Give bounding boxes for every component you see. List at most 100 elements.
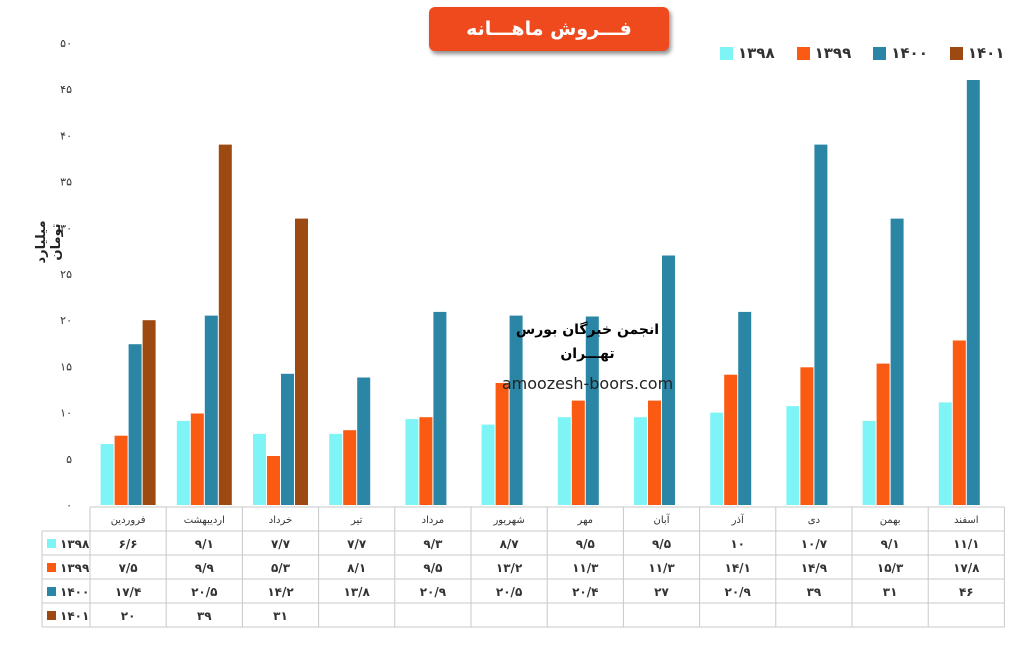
table-cell-value: ۱۷/۸ <box>953 561 980 575</box>
legend-label-1400: ۱۴۰۰ <box>891 44 928 62</box>
data-table: فروردین اردیبهشت خرداد تیر مرداد شهریور مهر آبا… <box>41 506 1005 628</box>
table-cell-value: ۷/۵ <box>119 561 138 575</box>
table-cell-value: ۹/۳ <box>423 537 443 551</box>
bar-۱۳۹۸ <box>329 433 343 505</box>
y-tick-label: ۳۵ <box>60 176 72 189</box>
bar-۱۴۰۰ <box>585 316 599 505</box>
table-series-name: ۱۳۹۸ <box>60 537 90 551</box>
bar-۱۳۹۸ <box>253 433 266 505</box>
table-legend-key <box>47 539 56 548</box>
table-cell-value: ۳۱ <box>273 609 288 623</box>
legend-item-1399: ۱۳۹۹ <box>796 44 852 62</box>
bar-۱۳۹۹ <box>343 430 357 505</box>
y-tick-label: ۵۰ <box>60 37 72 50</box>
table-cell-value: ۱۱/۳ <box>648 561 675 575</box>
watermark-url: amoozesh-boors.com <box>501 374 674 393</box>
table-cell-value: ۱۴/۱ <box>725 561 751 575</box>
legend-item-1400: ۱۴۰۰ <box>873 44 928 62</box>
bar-۱۴۰۰ <box>281 373 294 505</box>
table-cell-value: ۵/۳ <box>271 561 291 575</box>
table-cell-value: ۷/۷ <box>271 537 291 551</box>
table-legend-key <box>47 611 56 620</box>
table-cell-value: ۹/۵ <box>652 537 671 551</box>
bar-۱۳۹۹ <box>419 417 433 505</box>
bar-۱۳۹۹ <box>267 456 280 505</box>
bar-۱۴۰۰ <box>357 377 371 505</box>
bar-۱۳۹۹ <box>800 367 814 505</box>
table-series-name: ۱۴۰۱ <box>60 609 89 623</box>
bars-group <box>100 80 980 505</box>
bar-۱۴۰۰ <box>738 311 752 505</box>
bar-۱۴۰۰ <box>509 315 523 505</box>
bar-۱۳۹۸ <box>786 406 800 505</box>
legend: ۱۳۹۸ ۱۳۹۹ ۱۴۰۰ ۱۴۰۱ <box>720 44 1005 62</box>
table-cell-value: ۱۰/۷ <box>801 537 828 551</box>
bar-۱۳۹۹ <box>876 363 890 505</box>
x-tick-label: تیر <box>350 515 363 526</box>
bar-۱۳۹۸ <box>710 412 724 505</box>
table-cell-value: ۱۴/۲ <box>267 585 294 599</box>
bar-۱۴۰۱ <box>142 320 156 505</box>
bar-۱۳۹۹ <box>952 340 966 505</box>
legend-label-1399: ۱۳۹۹ <box>814 44 852 62</box>
table-cell-value: ۱۱/۳ <box>572 561 599 575</box>
table-cell-value: ۶/۶ <box>119 537 138 551</box>
x-tick-label: اسفند <box>954 515 978 526</box>
bar-۱۴۰۰ <box>662 255 675 505</box>
table-series-name: ۱۴۰۰ <box>60 585 89 599</box>
x-tick-label: مهر <box>577 515 593 526</box>
bar-۱۴۰۱ <box>218 144 232 505</box>
table-cell-value: ۲۰/۵ <box>496 585 522 599</box>
legend-label-1401: ۱۴۰۱ <box>967 44 1005 62</box>
y-tick-label: ۲۵ <box>60 268 72 281</box>
legend-swatch-1399 <box>796 46 810 60</box>
bar-۱۳۹۹ <box>571 400 585 505</box>
bar-۱۳۹۸ <box>557 417 571 505</box>
bar-۱۴۰۰ <box>204 315 218 505</box>
bar-۱۴۰۰ <box>890 218 904 505</box>
table-cell-value: ۴۶ <box>959 585 974 599</box>
bar-۱۴۰۰ <box>433 311 447 505</box>
table-cell-value: ۳۱ <box>883 585 898 599</box>
table-cell-value: ۹/۱ <box>881 537 900 551</box>
table-cell-value: ۷/۷ <box>347 537 367 551</box>
legend-swatch-1398 <box>720 46 733 60</box>
table-legend-key <box>47 587 56 596</box>
table-cell-value: ۹/۹ <box>195 561 215 575</box>
table-cell-value: ۲۰ <box>121 609 136 623</box>
table-cell-value: ۸/۷ <box>500 537 520 551</box>
y-tick-label: ۱۰ <box>60 407 72 420</box>
y-axis-ticks: ۰ ۵ ۱۰ ۱۵ ۲۰ ۲۵ ۳۰ ۳۵ ۴۰ ۴۵ ۵۰ <box>60 37 72 512</box>
y-axis-label: میلیارد تومان <box>34 220 64 264</box>
bar-۱۳۹۸ <box>100 444 114 505</box>
table-cell-value: ۱۷/۴ <box>115 585 141 599</box>
table-legend-key <box>47 563 56 572</box>
table-cell-value: ۱۳/۲ <box>496 561 523 575</box>
bar-۱۳۹۹ <box>724 374 738 505</box>
x-tick-label: فروردین <box>111 515 146 526</box>
legend-item-1401: ۱۴۰۱ <box>949 44 1005 62</box>
table-cell-value: ۱۴/۹ <box>801 561 828 575</box>
y-tick-label: ۱۵ <box>60 360 72 373</box>
bar-۱۳۹۸ <box>938 402 952 505</box>
table-cell-value: ۹/۵ <box>576 537 595 551</box>
y-tick-label: ۰ <box>66 499 72 512</box>
legend-swatch-1401 <box>949 46 963 60</box>
chart-title: فـــروش ماهـــانه غــــالبر <box>466 18 632 84</box>
bar-۱۳۹۹ <box>495 383 509 505</box>
x-tick-label: شهریور <box>492 515 524 526</box>
table-cell-value: ۹/۵ <box>423 561 442 575</box>
y-tick-label: ۵ <box>66 453 72 466</box>
legend-swatch-1400 <box>873 46 887 60</box>
bar-۱۴۰۰ <box>128 344 142 505</box>
y-tick-label: ۴۰ <box>60 129 72 142</box>
watermark-title: انجمن خبرگان بورس تهـــران <box>515 322 660 362</box>
table-cell-value: ۸/۱ <box>347 561 366 575</box>
chart-title-box: فـــروش ماهـــانه غــــالبر <box>429 7 669 84</box>
watermark: انجمن خبرگان بورس تهـــران amoozesh-boor… <box>495 318 680 396</box>
y-tick-label: ۳۰ <box>60 222 72 235</box>
x-tick-label: خرداد <box>269 515 292 526</box>
x-tick-label: اردیبهشت <box>184 515 225 526</box>
bar-۱۴۰۰ <box>814 144 828 505</box>
